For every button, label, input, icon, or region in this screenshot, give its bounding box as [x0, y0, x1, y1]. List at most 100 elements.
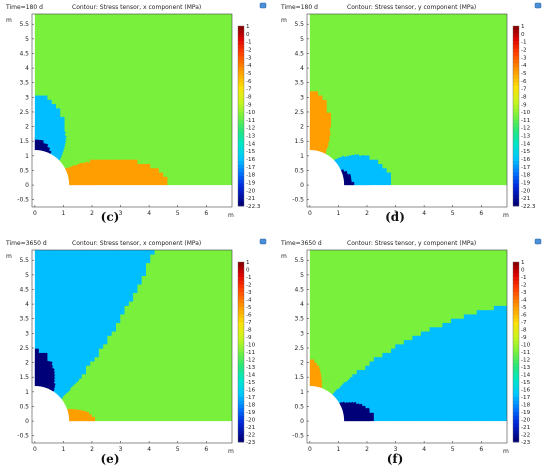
contour-cell: [489, 77, 495, 83]
contour-cell: [193, 82, 199, 88]
contour-cell: [429, 73, 435, 79]
contour-cell: [154, 39, 160, 45]
contour-cell: [420, 90, 426, 96]
contour-cell: [184, 163, 190, 169]
contour-cell: [399, 163, 405, 169]
contour-cell: [214, 176, 220, 182]
contour-cell: [480, 94, 486, 100]
contour-cell: [167, 154, 173, 160]
contour-cell: [111, 86, 117, 92]
contour-cell: [171, 90, 177, 96]
contour-cell: [493, 26, 499, 32]
export-icon[interactable]: [259, 2, 267, 9]
contour-cell: [485, 176, 491, 182]
contour-cell: [150, 26, 156, 32]
contour-cell: [133, 107, 139, 113]
contour-cell: [429, 176, 435, 182]
contour-cell: [425, 43, 431, 49]
contour-cell: [472, 124, 478, 130]
contour-cell: [468, 22, 474, 28]
contour-cell: [343, 52, 349, 58]
contour-cell: [38, 60, 44, 66]
contour-cell: [373, 82, 379, 88]
contour-cell: [77, 14, 83, 19]
contour-cell: [188, 146, 194, 152]
colorbar-tick-label: -18: [246, 173, 256, 179]
contour-cell: [218, 30, 224, 36]
contour-cell: [205, 99, 211, 105]
contour-cell: [98, 60, 104, 66]
contour-cell: [81, 39, 87, 45]
contour-cell: [468, 47, 474, 53]
contour-cell: [68, 90, 74, 96]
contour-cell: [416, 129, 422, 135]
contour-cell: [378, 167, 384, 173]
contour-cell: [175, 30, 181, 36]
contour-cell: [193, 86, 199, 92]
contour-cell: [201, 52, 207, 58]
contour-cell: [150, 99, 156, 105]
contour-cell: [438, 133, 444, 139]
contour-cell: [399, 137, 405, 143]
contour-cell: [94, 30, 100, 36]
contour-cell: [201, 120, 207, 126]
contour-cell: [318, 56, 324, 62]
contour-cell: [395, 73, 401, 79]
contour-cell: [47, 94, 53, 100]
contour-cell: [210, 82, 216, 88]
contour-cell: [459, 142, 465, 147]
contour-cell: [111, 99, 117, 105]
contour-cell: [188, 120, 194, 126]
contour-cell: [468, 163, 474, 169]
contour-cell: [425, 112, 431, 117]
contour-cell: [348, 30, 354, 36]
contour-cell: [369, 129, 375, 135]
contour-cell: [365, 22, 371, 28]
contour-cell: [493, 47, 499, 53]
contour-cell: [498, 103, 504, 109]
contour-cell: [425, 30, 431, 36]
contour-cell: [395, 150, 401, 156]
contour-cell: [184, 52, 190, 58]
colorbar-tick-label: -13: [246, 134, 256, 140]
contour-cell: [489, 116, 495, 122]
contour-cell: [326, 107, 332, 113]
contour-cell: [85, 39, 91, 45]
contour-cell: [446, 167, 452, 173]
contour-cell: [326, 60, 332, 66]
contour-cell: [403, 30, 409, 36]
contour-cell: [412, 26, 418, 32]
contour-cell: [493, 120, 499, 126]
contour-cell: [227, 77, 232, 83]
contour-cell: [218, 69, 224, 75]
contour-cell: [51, 43, 57, 49]
contour-cell: [309, 86, 315, 92]
contour-cell: [412, 73, 418, 79]
contour-cell: [348, 86, 354, 92]
contour-cell: [158, 86, 164, 92]
contour-cell: [141, 159, 147, 164]
contour-cell: [472, 171, 478, 177]
contour-cell: [60, 103, 66, 109]
contour-cell: [34, 131, 37, 135]
contour-cell: [395, 17, 401, 23]
contour-cell: [480, 39, 486, 45]
contour-cell: [218, 163, 224, 169]
contour-cell: [124, 167, 130, 173]
contour-cell: [382, 69, 388, 75]
contour-cell: [468, 116, 474, 122]
contour-cell: [90, 120, 96, 126]
contour-cell: [167, 73, 173, 79]
contour-cell: [438, 103, 444, 109]
contour-cell: [133, 47, 139, 53]
contour-cell: [390, 14, 396, 19]
contour-cell: [150, 60, 156, 66]
contour-cell: [485, 47, 491, 53]
contour-cell: [60, 82, 66, 88]
contour-cell: [365, 133, 371, 139]
x-tick-label: 2: [90, 210, 94, 217]
contour-cell: [408, 116, 414, 122]
contour-cell: [150, 180, 156, 186]
contour-cell: [343, 124, 349, 130]
contour-cell: [322, 82, 328, 88]
